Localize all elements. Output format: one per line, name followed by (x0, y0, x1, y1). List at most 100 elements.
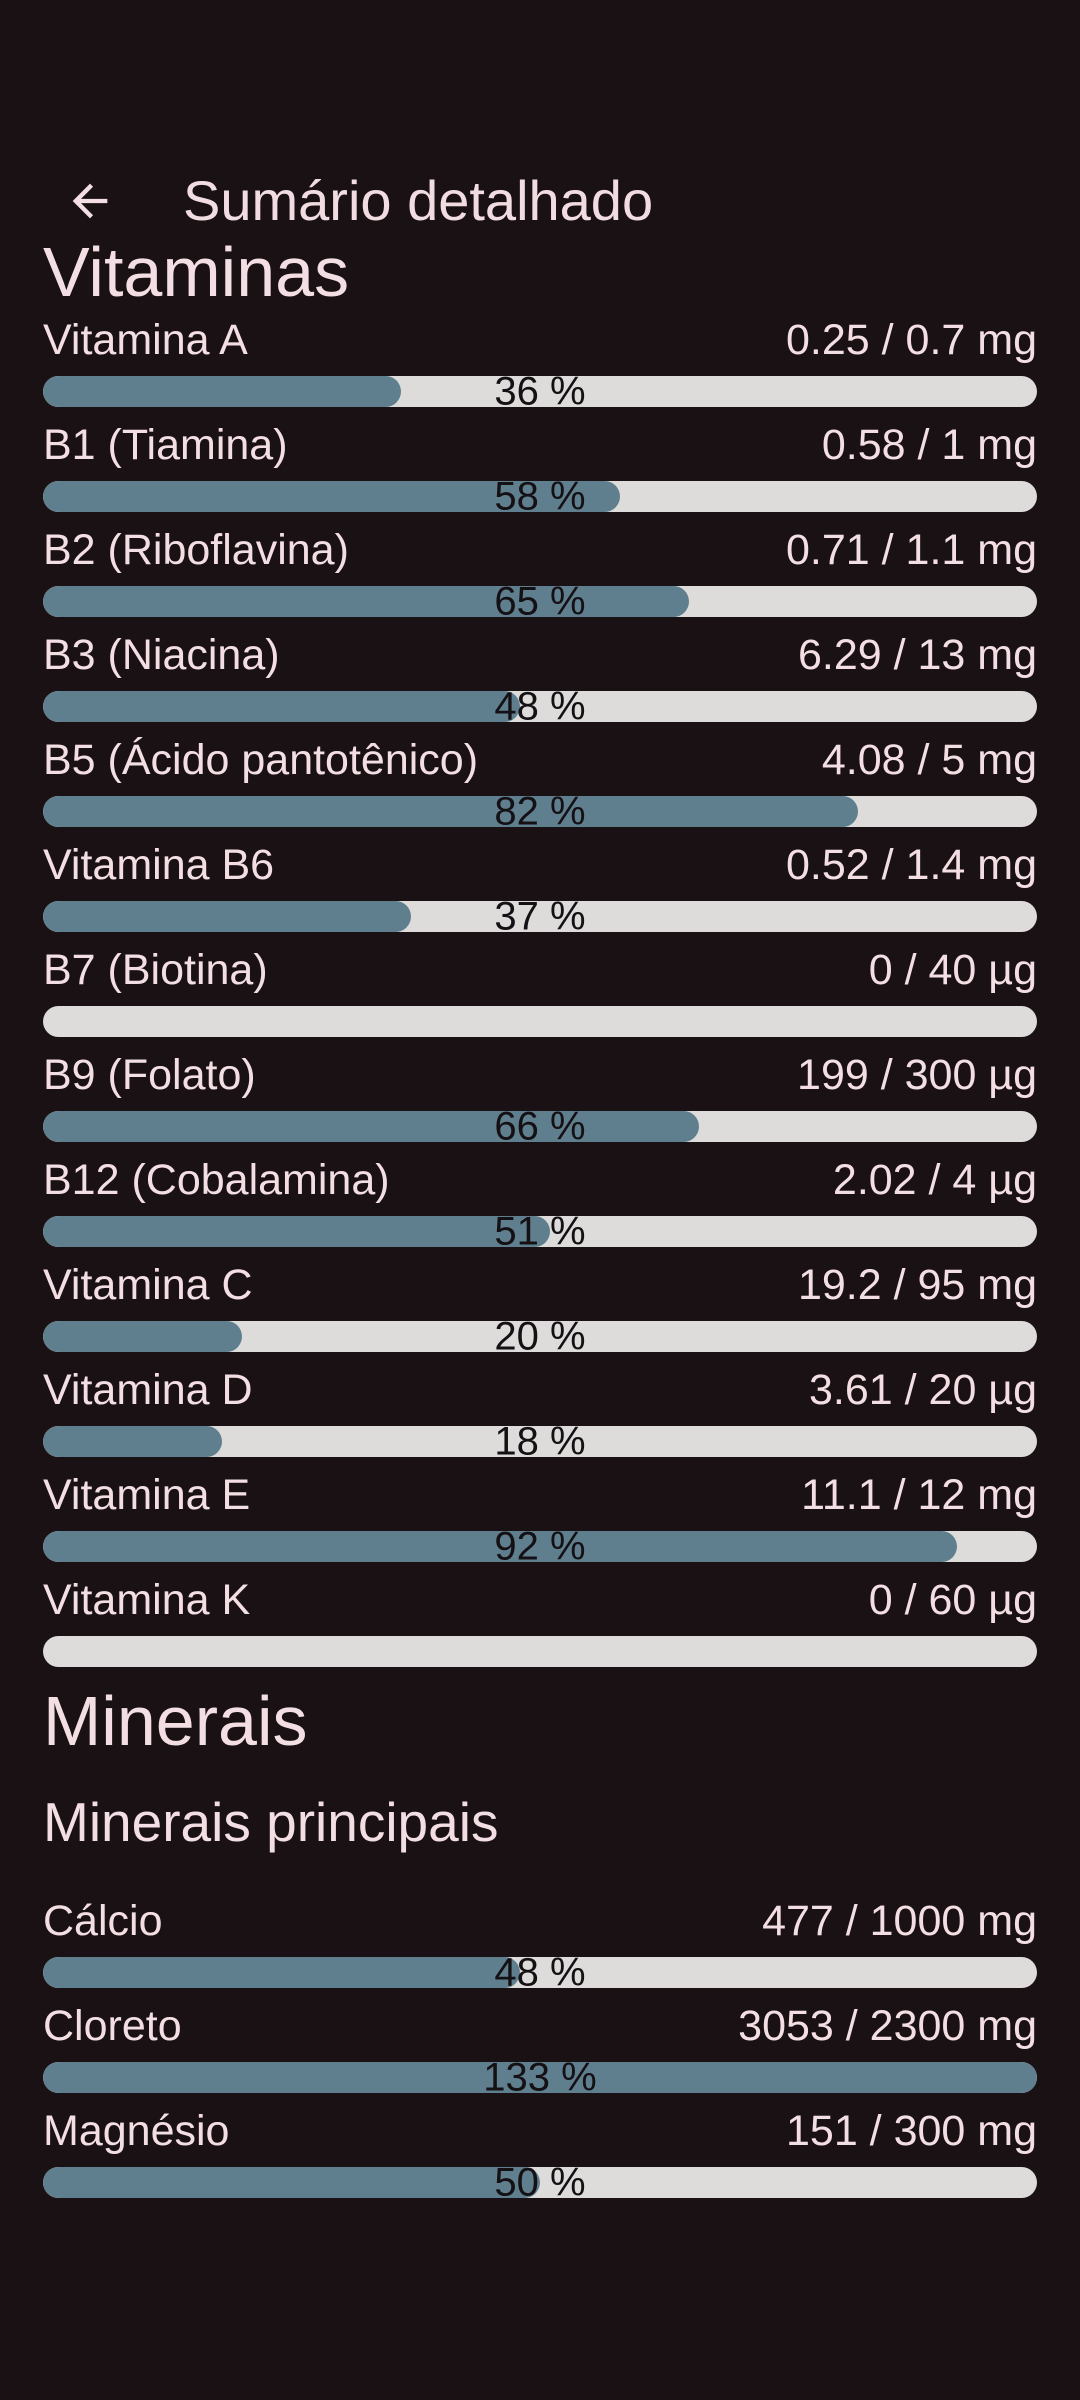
nutrient-row-head: Cálcio 477 / 1000 mg (43, 1895, 1037, 1947)
nutrient-label: B9 (Folato) (43, 1051, 256, 1099)
progress-fill (43, 1321, 242, 1352)
nutrient-value: 151 / 300 mg (785, 2107, 1037, 2155)
vitamins-list: Vitamina A 0.25 / 0.7 mg 36 % B1 (Tiamin… (43, 314, 1037, 1667)
nutrient-row: B12 (Cobalamina) 2.02 / 4 µg 51 % (43, 1154, 1037, 1247)
nutrient-row: Cálcio 477 / 1000 mg 48 % (43, 1895, 1037, 1988)
progress-bar: 82 % (43, 796, 1037, 827)
arrow-back-icon (64, 175, 116, 227)
nutrient-row: B7 (Biotina) 0 / 40 µg (43, 944, 1037, 1037)
nutrient-value: 11.1 / 12 mg (801, 1471, 1037, 1519)
nutrient-label: Cálcio (43, 1897, 163, 1945)
progress-bar: 50 % (43, 2167, 1037, 2198)
nutrient-value: 0 / 40 µg (868, 946, 1037, 994)
nutrient-row: B2 (Riboflavina) 0.71 / 1.1 mg 65 % (43, 524, 1037, 617)
nutrient-row-head: B9 (Folato) 199 / 300 µg (43, 1049, 1037, 1101)
nutrient-row-head: Vitamina K 0 / 60 µg (43, 1574, 1037, 1626)
nutrient-label: Vitamina D (43, 1366, 253, 1414)
nutrient-label: B7 (Biotina) (43, 946, 268, 994)
nutrient-value: 19.2 / 95 mg (797, 1261, 1037, 1309)
nutrient-label: Vitamina K (43, 1576, 251, 1624)
nutrient-row: Cloreto 3053 / 2300 mg 133 % (43, 2000, 1037, 2093)
nutrient-value: 0.58 / 1 mg (821, 421, 1037, 469)
progress-bar: 18 % (43, 1426, 1037, 1457)
nutrient-row: Vitamina D 3.61 / 20 µg 18 % (43, 1364, 1037, 1457)
progress-fill (43, 481, 620, 512)
nutrient-row: Vitamina A 0.25 / 0.7 mg 36 % (43, 314, 1037, 407)
nutrient-row-head: B2 (Riboflavina) 0.71 / 1.1 mg (43, 524, 1037, 576)
nutrient-row: B5 (Ácido pantotênico) 4.08 / 5 mg 82 % (43, 734, 1037, 827)
page-title: Sumário detalhado (183, 169, 654, 232)
nutrient-row: Vitamina K 0 / 60 µg (43, 1574, 1037, 1667)
progress-fill (43, 2062, 1037, 2093)
section-title-vitamins: Vitaminas (43, 233, 350, 311)
nutrient-value: 3053 / 2300 mg (738, 2002, 1037, 2050)
nutrient-row-head: Vitamina E 11.1 / 12 mg (43, 1469, 1037, 1521)
progress-fill (43, 1957, 521, 1988)
progress-bar: 36 % (43, 376, 1037, 407)
nutrient-row-head: Cloreto 3053 / 2300 mg (43, 2000, 1037, 2052)
nutrient-label: B3 (Niacina) (43, 631, 280, 679)
nutrient-row: Magnésio 151 / 300 mg 50 % (43, 2105, 1037, 2198)
progress-bar: 48 % (43, 1957, 1037, 1988)
nutrient-row-head: B3 (Niacina) 6.29 / 13 mg (43, 629, 1037, 681)
progress-bar: 48 % (43, 691, 1037, 722)
nutrient-row-head: B5 (Ácido pantotênico) 4.08 / 5 mg (43, 734, 1037, 786)
nutrient-row: Vitamina E 11.1 / 12 mg 92 % (43, 1469, 1037, 1562)
progress-fill (43, 901, 411, 932)
nutrient-row-head: Vitamina A 0.25 / 0.7 mg (43, 314, 1037, 366)
nutrient-value: 2.02 / 4 µg (832, 1156, 1037, 1204)
nutrient-row-head: Vitamina D 3.61 / 20 µg (43, 1364, 1037, 1416)
nutrient-label: B5 (Ácido pantotênico) (43, 736, 479, 784)
detailed-summary-screen: Sumário detalhado Vitaminas Vitamina A 0… (43, 0, 1037, 2198)
progress-bar: 37 % (43, 901, 1037, 932)
progress-bar: 20 % (43, 1321, 1037, 1352)
progress-fill (43, 1426, 222, 1457)
nutrient-label: Vitamina A (43, 316, 248, 364)
progress-fill (43, 1216, 550, 1247)
progress-fill (43, 586, 690, 617)
nutrient-row: B1 (Tiamina) 0.58 / 1 mg 58 % (43, 419, 1037, 512)
minerals-list: Cálcio 477 / 1000 mg 48 % Cloreto 3053 /… (43, 1895, 1037, 2198)
section-title-minerals: Minerais (43, 1682, 308, 1760)
progress-bar: 51 % (43, 1216, 1037, 1247)
progress-bar: 133 % (43, 2062, 1037, 2093)
progress-fill (43, 796, 859, 827)
progress-fill (43, 1531, 958, 1562)
nutrient-value: 0.71 / 1.1 mg (786, 526, 1037, 574)
nutrient-row: B3 (Niacina) 6.29 / 13 mg 48 % (43, 629, 1037, 722)
progress-bar (43, 1006, 1037, 1037)
progress-bar (43, 1636, 1037, 1667)
progress-bar: 66 % (43, 1111, 1037, 1142)
nutrient-label: B12 (Cobalamina) (43, 1156, 390, 1204)
nutrient-value: 0.25 / 0.7 mg (786, 316, 1037, 364)
nutrient-value: 4.08 / 5 mg (821, 736, 1037, 784)
progress-fill (43, 2167, 540, 2198)
nutrient-label: Vitamina C (43, 1261, 253, 1309)
progress-bar: 65 % (43, 586, 1037, 617)
nutrient-value: 3.61 / 20 µg (809, 1366, 1037, 1414)
subsection-title-main-minerals: Minerais principais (43, 1791, 499, 1853)
progress-bar: 92 % (43, 1531, 1037, 1562)
nutrient-value: 6.29 / 13 mg (797, 631, 1037, 679)
progress-fill (43, 1111, 700, 1142)
nutrient-value: 0.52 / 1.4 mg (786, 841, 1037, 889)
progress-bar: 58 % (43, 481, 1037, 512)
nutrient-label: Magnésio (43, 2107, 230, 2155)
nutrient-label: B2 (Riboflavina) (43, 526, 349, 574)
nutrient-row: Vitamina C 19.2 / 95 mg 20 % (43, 1259, 1037, 1352)
progress-fill (43, 691, 521, 722)
nutrient-label: Cloreto (43, 2002, 182, 2050)
nutrient-row-head: Vitamina B6 0.52 / 1.4 mg (43, 839, 1037, 891)
nutrient-label: Vitamina E (43, 1471, 251, 1519)
nutrient-value: 199 / 300 µg (797, 1051, 1037, 1099)
nutrient-label: Vitamina B6 (43, 841, 275, 889)
nutrient-value: 0 / 60 µg (868, 1576, 1037, 1624)
nutrient-row-head: B1 (Tiamina) 0.58 / 1 mg (43, 419, 1037, 471)
nutrient-row-head: B12 (Cobalamina) 2.02 / 4 µg (43, 1154, 1037, 1206)
nutrient-row-head: Magnésio 151 / 300 mg (43, 2105, 1037, 2157)
nutrient-row: B9 (Folato) 199 / 300 µg 66 % (43, 1049, 1037, 1142)
nutrient-row-head: B7 (Biotina) 0 / 40 µg (43, 944, 1037, 996)
nutrient-value: 477 / 1000 mg (762, 1897, 1037, 1945)
top-app-bar: Sumário detalhado (43, 0, 1037, 230)
back-button[interactable] (61, 172, 119, 230)
